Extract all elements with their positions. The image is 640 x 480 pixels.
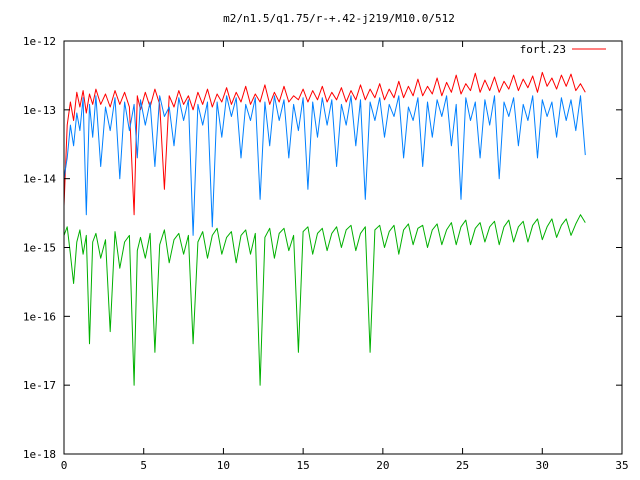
x-tick-label: 0 xyxy=(61,459,68,472)
y-tick-label: 1e-18 xyxy=(23,448,56,461)
series-layer xyxy=(63,71,586,386)
y-tick-label: 1e-14 xyxy=(23,173,56,186)
x-tick-label: 15 xyxy=(297,459,310,472)
x-tick-label: 20 xyxy=(376,459,389,472)
legend: fort.23 xyxy=(520,43,606,56)
x-tick-label: 25 xyxy=(456,459,469,472)
legend-label-fort-23: fort.23 xyxy=(520,43,566,56)
series-line-3 xyxy=(63,214,586,386)
y-tick-label: 1e-15 xyxy=(23,242,56,255)
x-tick-label: 30 xyxy=(536,459,549,472)
y-tick-label: 1e-12 xyxy=(23,35,56,48)
y-tick-label: 1e-13 xyxy=(23,104,56,117)
series-line-2 xyxy=(63,95,586,236)
x-tick-label: 10 xyxy=(217,459,230,472)
x-tick-label: 35 xyxy=(615,459,628,472)
chart-title: m2/n1.5/q1.75/r-+.42-j219/M10.0/512 xyxy=(223,12,455,25)
tick-layer: 0 5 10 15 20 25 30 35 1e-18 1e-17 1e-16 1e-15 1e-14 1… xyxy=(23,35,629,472)
y-tick-label: 1e-17 xyxy=(23,379,56,392)
x-tick-label: 5 xyxy=(140,459,147,472)
series-line-fort-23 xyxy=(63,71,586,216)
y-tick-label: 1e-16 xyxy=(23,310,56,323)
